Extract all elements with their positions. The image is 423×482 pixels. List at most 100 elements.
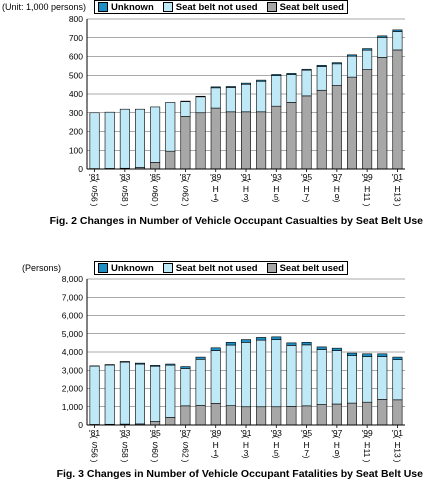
x-tick-era-num: 11: [362, 193, 372, 202]
bar-used: [210, 403, 221, 426]
bar-used: [195, 112, 206, 170]
bar-unknown: [377, 35, 388, 38]
y-tick-label: 500: [69, 70, 83, 80]
casualties-chart-panel: (Unit: 1,000 persons) Unknown Seat belt …: [0, 0, 423, 232]
x-tick-year: '89: [210, 172, 221, 182]
x-tick-paren: ): [211, 200, 221, 203]
bar-used: [331, 403, 342, 426]
bar-not-used: [210, 350, 221, 404]
bar-used: [271, 105, 282, 170]
x-tick-label: '81(S56): [89, 428, 100, 463]
x-tick-label: '01(H13): [392, 428, 403, 463]
x-tick-label: '97(H9): [331, 172, 342, 203]
x-tick-year: '85: [150, 172, 161, 182]
bar-used: [165, 417, 176, 426]
x-tick-year: '97: [331, 428, 342, 438]
x-tick-paren: (: [241, 180, 251, 183]
x-tick-era: H: [304, 440, 310, 450]
legend-label: Seat belt used: [279, 1, 344, 13]
bar-used: [392, 399, 403, 426]
x-tick-label: '95(H7): [301, 172, 312, 203]
y-tick-label: 300: [69, 108, 83, 118]
legend-label: Unknown: [111, 262, 154, 274]
x-tick-paren: ): [241, 200, 251, 203]
bar-not-used: [225, 87, 236, 113]
x-tick-era-num: 3: [244, 192, 249, 202]
x-tick-label: '89(H1): [210, 172, 221, 203]
chart-legend: Unknown Seat belt not used Seat belt use…: [94, 261, 348, 275]
bar-unknown: [256, 337, 267, 341]
bar-used: [286, 102, 297, 170]
x-tick-paren: (: [90, 180, 100, 183]
x-tick-paren: (: [150, 436, 160, 439]
bar-not-used: [165, 102, 176, 152]
x-tick-era: H: [213, 440, 219, 450]
bar-unknown: [362, 353, 373, 357]
bar-used: [150, 421, 161, 426]
y-tick-label: 4,000: [62, 347, 84, 357]
x-tick-era-num: 56: [90, 192, 100, 202]
bar-used: [241, 406, 251, 426]
legend-swatch-not-used: [162, 2, 173, 12]
bar-not-used: [271, 75, 282, 107]
y-tick-label: 8,000: [62, 274, 84, 284]
x-tick-paren: ): [392, 460, 402, 463]
x-tick-era: S: [183, 440, 189, 450]
bar-not-used: [241, 342, 251, 408]
bar-unknown: [241, 339, 251, 343]
bar-unknown: [316, 65, 327, 67]
x-tick-label: '93(H5): [271, 428, 282, 459]
x-tick-paren: ): [302, 200, 312, 203]
x-tick-era: H: [394, 184, 400, 194]
y-tick-label: 0: [78, 164, 83, 174]
x-tick-year: '87: [180, 172, 191, 182]
bar-not-used: [347, 55, 357, 78]
x-tick-paren: ): [120, 460, 130, 463]
bar-used: [347, 402, 357, 426]
bar-not-used: [150, 106, 161, 163]
x-tick-year: '91: [240, 172, 251, 182]
bar-unknown: [316, 346, 327, 350]
x-tick-era: H: [213, 184, 219, 194]
x-tick-paren: ): [302, 456, 312, 459]
x-tick-era: H: [334, 440, 340, 450]
bar-not-used: [286, 74, 297, 103]
x-tick-era-num: 9: [334, 448, 339, 458]
casualties-chart: 0100200300400500600700800'81(S56)'83(S58…: [69, 14, 405, 207]
bar-unknown: [271, 74, 282, 76]
x-tick-era: S: [122, 184, 128, 194]
bar-used: [195, 404, 206, 426]
x-tick-label: '81(S56): [89, 172, 100, 207]
y-tick-label: 7,000: [62, 292, 84, 302]
bar-used: [210, 107, 221, 170]
x-tick-paren: (: [362, 180, 372, 183]
x-tick-era-num: 5: [274, 448, 279, 458]
y-tick-label: 100: [69, 145, 83, 155]
x-tick-era: H: [334, 184, 340, 194]
bar-not-used: [362, 49, 373, 70]
bar-not-used: [119, 108, 130, 169]
y-tick-label: 600: [69, 52, 83, 62]
bar-not-used: [331, 63, 342, 86]
bar-not-used: [256, 80, 267, 113]
bar-not-used: [165, 364, 176, 418]
fatalities-chart: 0 1,000 2,000 3,000 4,000 5,000 6,000 7,000 8,00…: [62, 274, 405, 463]
x-tick-era-num: 60: [150, 448, 160, 458]
legend-item-used: Seat belt used: [266, 263, 344, 274]
x-tick-era-num: 60: [150, 192, 160, 202]
x-tick-paren: (: [211, 436, 221, 439]
x-tick-label: '85(S60): [150, 428, 161, 463]
bar-not-used: [362, 356, 373, 403]
legend-label: Seat belt not used: [175, 1, 258, 13]
y-tick-label: 2,000: [62, 384, 84, 394]
bar-unknown: [301, 68, 312, 71]
x-tick-paren: ): [241, 456, 251, 459]
legend-swatch-used: [266, 263, 277, 273]
bar-unknown: [165, 363, 176, 366]
bar-used: [225, 405, 236, 426]
chart-caption: Fig. 2 Changes in Number of Vehicle Occu…: [49, 215, 423, 227]
bar-unknown: [225, 86, 236, 88]
bar-not-used: [195, 96, 206, 114]
bar-unknown: [362, 48, 373, 51]
x-tick-label: '91(H3): [240, 172, 251, 203]
